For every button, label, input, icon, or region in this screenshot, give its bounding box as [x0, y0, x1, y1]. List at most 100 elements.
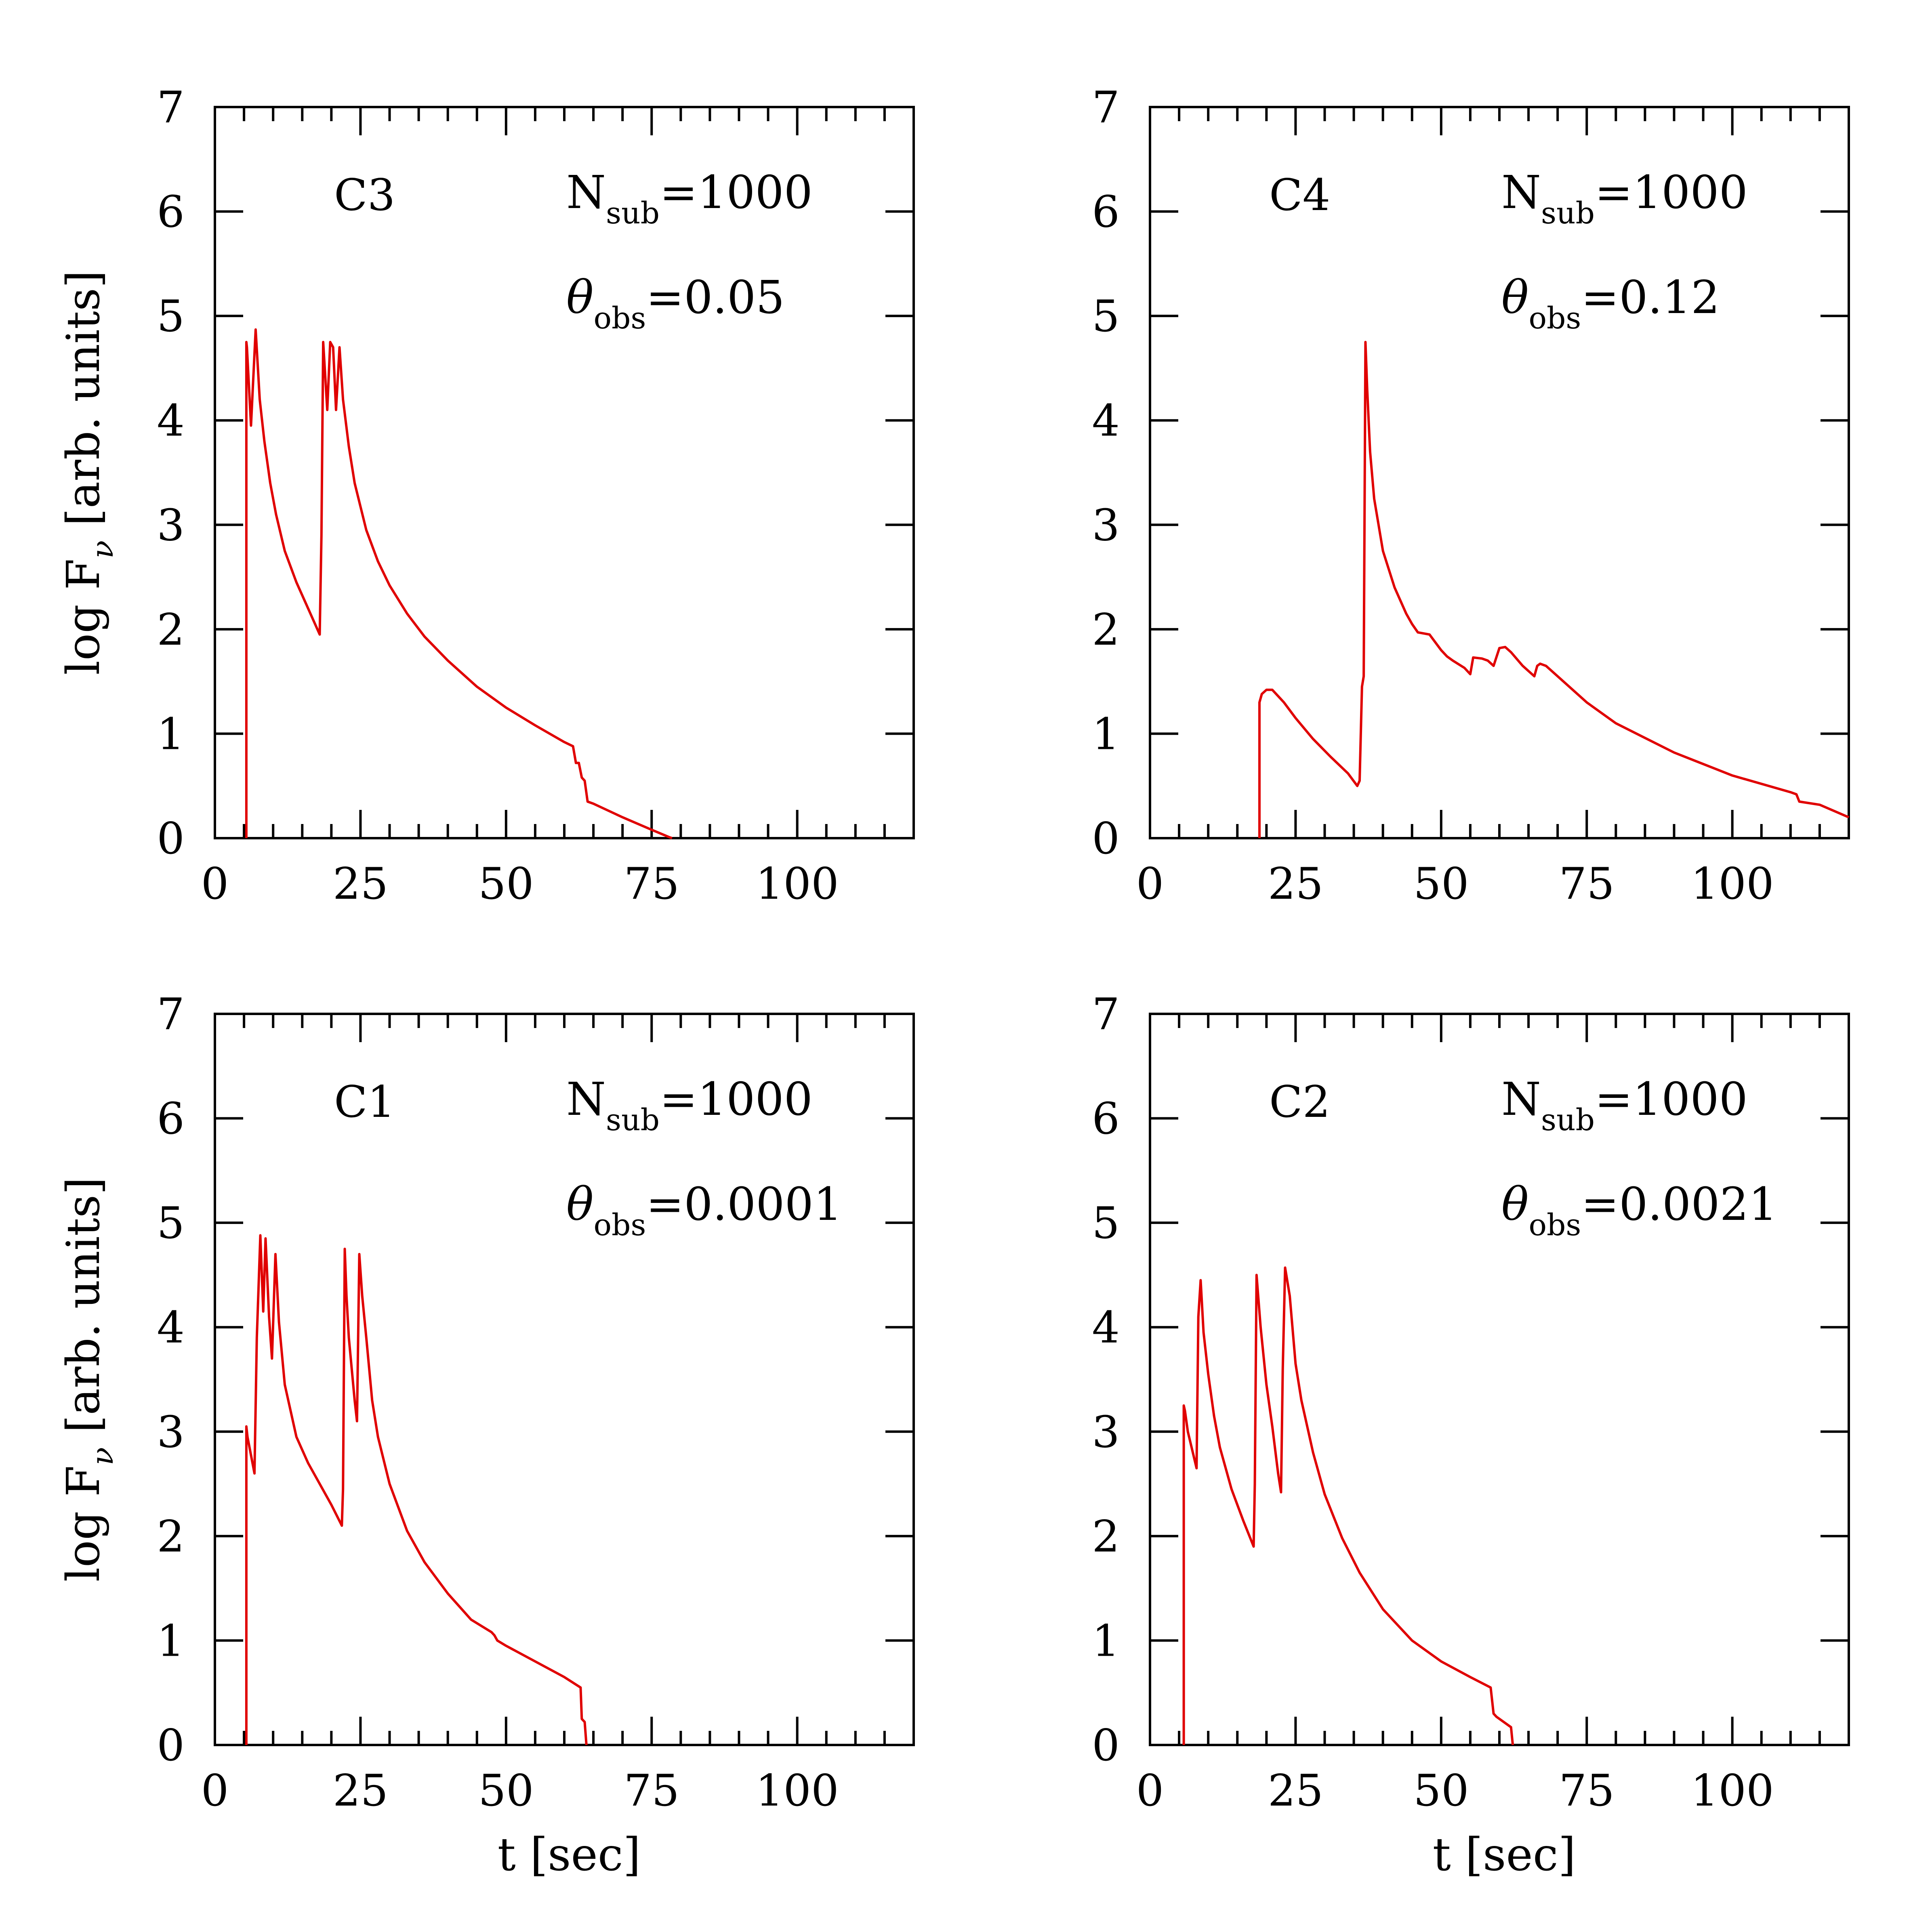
- y-tick-label: 2: [157, 605, 185, 655]
- y-tick-label: 3: [157, 1407, 185, 1457]
- y-tick-label: 6: [157, 1094, 185, 1144]
- y-tick-label: 5: [157, 1198, 185, 1249]
- theta-value: =0.05: [646, 271, 784, 324]
- y-tick-label: 0: [157, 1720, 185, 1771]
- x-tick-label: 0: [201, 859, 229, 909]
- x-tick-label: 75: [624, 859, 679, 909]
- y-tick-label: 0: [157, 814, 185, 864]
- y-tick-label: 4: [1092, 396, 1120, 446]
- n-sub-symbol: N: [1501, 166, 1541, 219]
- y-tick-label: 6: [1092, 1094, 1120, 1144]
- x-tick-label: 25: [333, 1766, 388, 1816]
- n-sub-subscript: sub: [1541, 1103, 1595, 1137]
- n-sub-subscript: sub: [606, 196, 660, 231]
- n-sub-subscript: sub: [606, 1103, 660, 1137]
- y-tick-label: 0: [1092, 814, 1120, 864]
- theta-subscript: obs: [593, 301, 646, 336]
- y-tick-label: 3: [1092, 1407, 1120, 1457]
- y-tick-label: 1: [1092, 709, 1120, 759]
- y-tick-label: 6: [157, 187, 185, 238]
- y-tick-label: 3: [1092, 500, 1120, 551]
- light-curve-series: [1182, 1266, 1514, 1745]
- y-tick-label: 1: [1092, 1616, 1120, 1666]
- x-tick-label: 0: [1136, 859, 1164, 909]
- x-tick-label: 25: [1268, 859, 1323, 909]
- theta-subscript: obs: [593, 1208, 646, 1242]
- x-tick-label: 100: [756, 1766, 839, 1816]
- y-axis-title-prefix: log F: [57, 559, 110, 675]
- n-sub-symbol: N: [1501, 1073, 1541, 1126]
- y-axis-title: log Fν [arb. units]: [57, 1177, 120, 1582]
- y-axis-title-suffix: [arb. units]: [57, 270, 110, 540]
- n-sub-symbol: N: [566, 166, 606, 219]
- y-axis-title-subscript: ν: [85, 540, 120, 559]
- panel-c1: 0 25 50 75 100 0 1 2 3 4 5 6 7 C1 Nsub=1000 θobs=0.0001…: [57, 989, 915, 1881]
- y-axis-title-prefix: log F: [57, 1465, 110, 1582]
- n-sub-value: =1000: [1595, 166, 1748, 219]
- y-tick-label: 7: [1092, 82, 1120, 133]
- y-tick-label: 5: [1092, 291, 1120, 342]
- n-sub-symbol: N: [566, 1073, 606, 1126]
- y-tick-label: 3: [157, 500, 185, 551]
- theta-symbol: θ: [566, 1178, 593, 1231]
- n-sub-value: =1000: [660, 166, 813, 219]
- panel-c3: 0 25 50 75 100 0 1 2 3 4 5 6 7 C3 Nsub=1000 θobs=0.05 lo…: [57, 82, 915, 909]
- y-tick-label: 5: [157, 291, 185, 342]
- y-axis-title-suffix: [arb. units]: [57, 1177, 110, 1447]
- light-curve-series: [245, 328, 673, 839]
- theta-obs-annotation: θobs=0.05: [566, 271, 785, 336]
- x-tick-label: 75: [624, 1766, 679, 1816]
- y-tick-label: 1: [157, 1616, 185, 1666]
- x-axis-title: t [sec]: [1433, 1829, 1576, 1881]
- x-tick-label: 0: [201, 1766, 229, 1816]
- x-tick-label: 50: [1413, 1766, 1469, 1816]
- n-sub-value: =1000: [1595, 1073, 1748, 1126]
- theta-symbol: θ: [1501, 271, 1528, 324]
- x-tick-label: 100: [1691, 1766, 1774, 1816]
- y-tick-label: 2: [157, 1512, 185, 1562]
- x-tick-label: 0: [1136, 1766, 1164, 1816]
- theta-subscript: obs: [1528, 301, 1581, 336]
- light-curve-series: [245, 1234, 588, 1745]
- x-tick-label: 25: [333, 859, 388, 909]
- theta-symbol: θ: [566, 271, 593, 324]
- x-axis-title: t [sec]: [498, 1829, 641, 1881]
- n-sub-annotation: Nsub=1000: [566, 1073, 813, 1137]
- x-tick-label: 75: [1559, 859, 1615, 909]
- y-tick-label: 4: [157, 1303, 185, 1353]
- theta-value: =0.12: [1581, 271, 1720, 324]
- theta-obs-annotation: θobs=0.12: [1501, 271, 1720, 336]
- y-tick-label: 7: [157, 989, 185, 1040]
- n-sub-annotation: Nsub=1000: [1501, 166, 1748, 231]
- y-axis-title: log Fν [arb. units]: [57, 270, 120, 675]
- panel-label: C4: [1269, 170, 1330, 221]
- x-tick-label: 50: [1413, 859, 1469, 909]
- theta-value: =0.0001: [646, 1178, 842, 1231]
- n-sub-subscript: sub: [1541, 196, 1595, 231]
- panel-label: C2: [1269, 1077, 1330, 1127]
- y-tick-label: 0: [1092, 1720, 1120, 1771]
- y-tick-label: 7: [1092, 989, 1120, 1040]
- y-tick-label: 4: [1092, 1303, 1120, 1353]
- panel-label: C3: [334, 170, 395, 221]
- x-tick-label: 50: [478, 1766, 534, 1816]
- y-tick-label: 4: [157, 396, 185, 446]
- theta-obs-annotation: θobs=0.0021: [1501, 1178, 1777, 1242]
- panel-label: C1: [334, 1077, 395, 1127]
- theta-obs-annotation: θobs=0.0001: [566, 1178, 842, 1242]
- n-sub-annotation: Nsub=1000: [1501, 1073, 1748, 1137]
- theta-symbol: θ: [1501, 1178, 1528, 1231]
- x-tick-label: 100: [756, 859, 839, 909]
- theta-value: =0.0021: [1581, 1178, 1777, 1231]
- y-tick-label: 2: [1092, 605, 1120, 655]
- y-tick-label: 2: [1092, 1512, 1120, 1562]
- x-tick-label: 50: [478, 859, 534, 909]
- y-axis-title-subscript: ν: [85, 1447, 120, 1465]
- panel-c4: 0 25 50 75 100 0 1 2 3 4 5 6 7 C4 Nsub=1000 θobs=0.12: [1092, 82, 1850, 909]
- y-tick-label: 6: [1092, 187, 1120, 238]
- panel-c2: 0 25 50 75 100 0 1 2 3 4 5 6 7 C2 Nsub=1000 θobs=0.0021…: [1092, 989, 1850, 1881]
- y-tick-label: 1: [157, 709, 185, 759]
